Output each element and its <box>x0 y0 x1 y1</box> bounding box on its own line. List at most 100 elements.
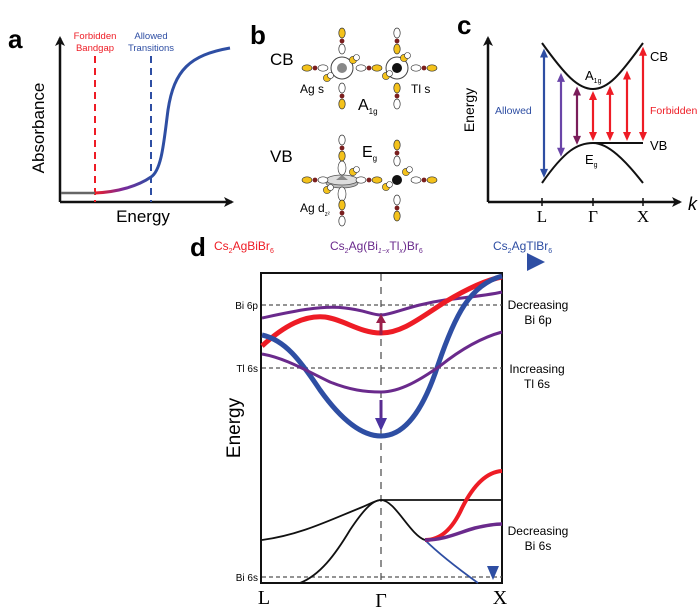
halide-chain-mid-vb <box>355 176 383 184</box>
orbital-label-ag-s: Ag s <box>300 82 324 96</box>
p-lobe <box>426 64 438 72</box>
p-lobe <box>393 194 401 206</box>
p-pair-tl-cb-2 <box>382 70 393 80</box>
composition-middle: Cs2Ag(Bi1−xTlx)Br6 <box>330 239 423 255</box>
halide-chain-top-ag-cb <box>338 27 346 55</box>
allowed-label-2: Transitions <box>128 43 174 54</box>
p-lobe <box>393 98 401 110</box>
x-axis-label-a: Energy <box>116 207 170 226</box>
symmetry-eg: Eg <box>362 144 377 163</box>
p-lobe <box>355 176 367 184</box>
halide-chain-bottom-tl-vb <box>393 194 401 222</box>
note-decreasing-bi6s-1: Decreasing <box>508 524 569 538</box>
p-lobe <box>338 27 346 39</box>
halide-atom <box>421 177 427 183</box>
p-lobe <box>317 64 329 72</box>
vb-flat-band <box>261 499 502 541</box>
vb-agbibr6-branch <box>424 469 503 542</box>
p-lobe <box>353 54 360 61</box>
tl-atom <box>392 63 402 73</box>
transition-arrow-head-up-3 <box>589 91 597 100</box>
p-pair-ag-vb-1 <box>349 166 360 176</box>
forbidden-annotation-c: Forbidden <box>650 105 697 117</box>
level-label-tl6s: Tl 6s <box>236 364 258 375</box>
p-lobe <box>355 64 367 72</box>
p-lobe <box>338 82 346 94</box>
halide-atom <box>339 38 345 44</box>
arrow-up-gamma-head <box>376 314 386 323</box>
p-lobe <box>393 155 401 167</box>
note-decreasing-bi6p-2: Bi 6p <box>524 313 552 327</box>
note-increasing-tl6s-2: Tl 6s <box>524 377 550 391</box>
p-lobe <box>301 64 313 72</box>
halide-atom <box>394 150 400 156</box>
p-lobe <box>338 134 346 146</box>
p-lobe <box>393 27 401 39</box>
transition-arrow-head-down-0 <box>540 168 548 178</box>
panel-a: a Absorbance Energy Forbidden Bandgap Al… <box>8 24 234 226</box>
halide-chain-bottom-tl-cb <box>393 82 401 110</box>
p-lobe <box>406 166 413 173</box>
halide-atom <box>339 210 345 216</box>
composition-end: Cs2AgTlBr6 <box>493 239 552 255</box>
p-pair-ag-cb-2 <box>323 72 334 82</box>
halide-atom <box>339 93 345 99</box>
orbital-diagram <box>301 27 438 227</box>
transition-arrow-head-up-0 <box>540 48 548 58</box>
y-axis-label-a: Absorbance <box>29 83 48 174</box>
halide-atom <box>366 177 372 183</box>
panel-b: b CB VB Ag s Tl s A1g Eg Ag dz² <box>250 20 438 227</box>
tick-label-X-d: X <box>493 587 508 609</box>
halide-chain-left-vb <box>301 176 329 184</box>
eg-label-c: Eg <box>585 152 598 169</box>
transition-arrow-head-up-1 <box>557 72 565 82</box>
arrow-down-gamma-head <box>375 418 387 431</box>
note-increasing-tl6s-1: Increasing <box>509 362 564 376</box>
band-label-cb: CB <box>270 50 294 69</box>
p-lobe <box>371 176 383 184</box>
halide-atom <box>312 177 318 183</box>
tick-label-L-c: L <box>537 207 547 226</box>
tick-label-L-d: L <box>258 587 270 609</box>
tick-label-X-c: X <box>637 207 649 226</box>
panel-c: c k Energy L Γ X CB VB A1g Eg Allowed Fo… <box>457 10 698 226</box>
p-lobe <box>404 52 411 59</box>
transition-arrow-head-down-6 <box>639 132 647 141</box>
transition-arrow-head-up-2 <box>573 86 581 96</box>
allowed-label-1: Allowed <box>134 31 167 42</box>
band-plot-frame <box>260 272 503 584</box>
p-lobe <box>338 150 346 162</box>
transition-arrow-head-up-5 <box>623 70 631 80</box>
p-lobe <box>410 176 422 184</box>
cb-mixed-lower <box>261 330 503 394</box>
transition-arrow-head-down-4 <box>606 132 614 141</box>
p-lobe <box>410 64 422 72</box>
panel-label-d: d <box>190 232 206 262</box>
allowed-annotation-c: Allowed <box>495 105 532 117</box>
panel-label-a: a <box>8 24 23 54</box>
panel-label-b: b <box>250 20 266 50</box>
ag-dz2-lobe <box>336 175 348 180</box>
transition-arrow-head-down-2 <box>573 135 581 145</box>
p-lobe <box>393 82 401 94</box>
note-decreasing-bi6s-2: Bi 6s <box>525 539 552 553</box>
p-pair-ag-cb-1 <box>349 54 360 64</box>
halide-atom <box>421 65 427 71</box>
forbidden-label-2: Bandgap <box>76 43 114 54</box>
p-pair-tl-vb-2 <box>382 181 393 191</box>
tl-atom-vb <box>392 175 402 185</box>
p-lobe <box>386 181 393 188</box>
valence-band-lower-c <box>592 142 644 184</box>
orbital-label-tl-s: Tl s <box>411 82 430 96</box>
p-lobe <box>327 184 334 191</box>
p-lobe <box>301 176 313 184</box>
ag-dz2-lobe-up <box>337 160 347 176</box>
level-label-bi6p: Bi 6p <box>235 301 258 312</box>
cb-label-c: CB <box>650 49 668 64</box>
tick-label-gamma-c: Γ <box>588 207 598 226</box>
p-lobe <box>338 215 346 227</box>
panel-d: d Cs2AgBiBr6 Cs2Ag(Bi1−xTlx)Br6 Cs2AgTlB… <box>190 232 568 612</box>
note-decreasing-bi6p-1: Decreasing <box>508 298 569 312</box>
halide-chain-mid-cb <box>355 64 383 72</box>
p-lobe <box>327 72 334 79</box>
